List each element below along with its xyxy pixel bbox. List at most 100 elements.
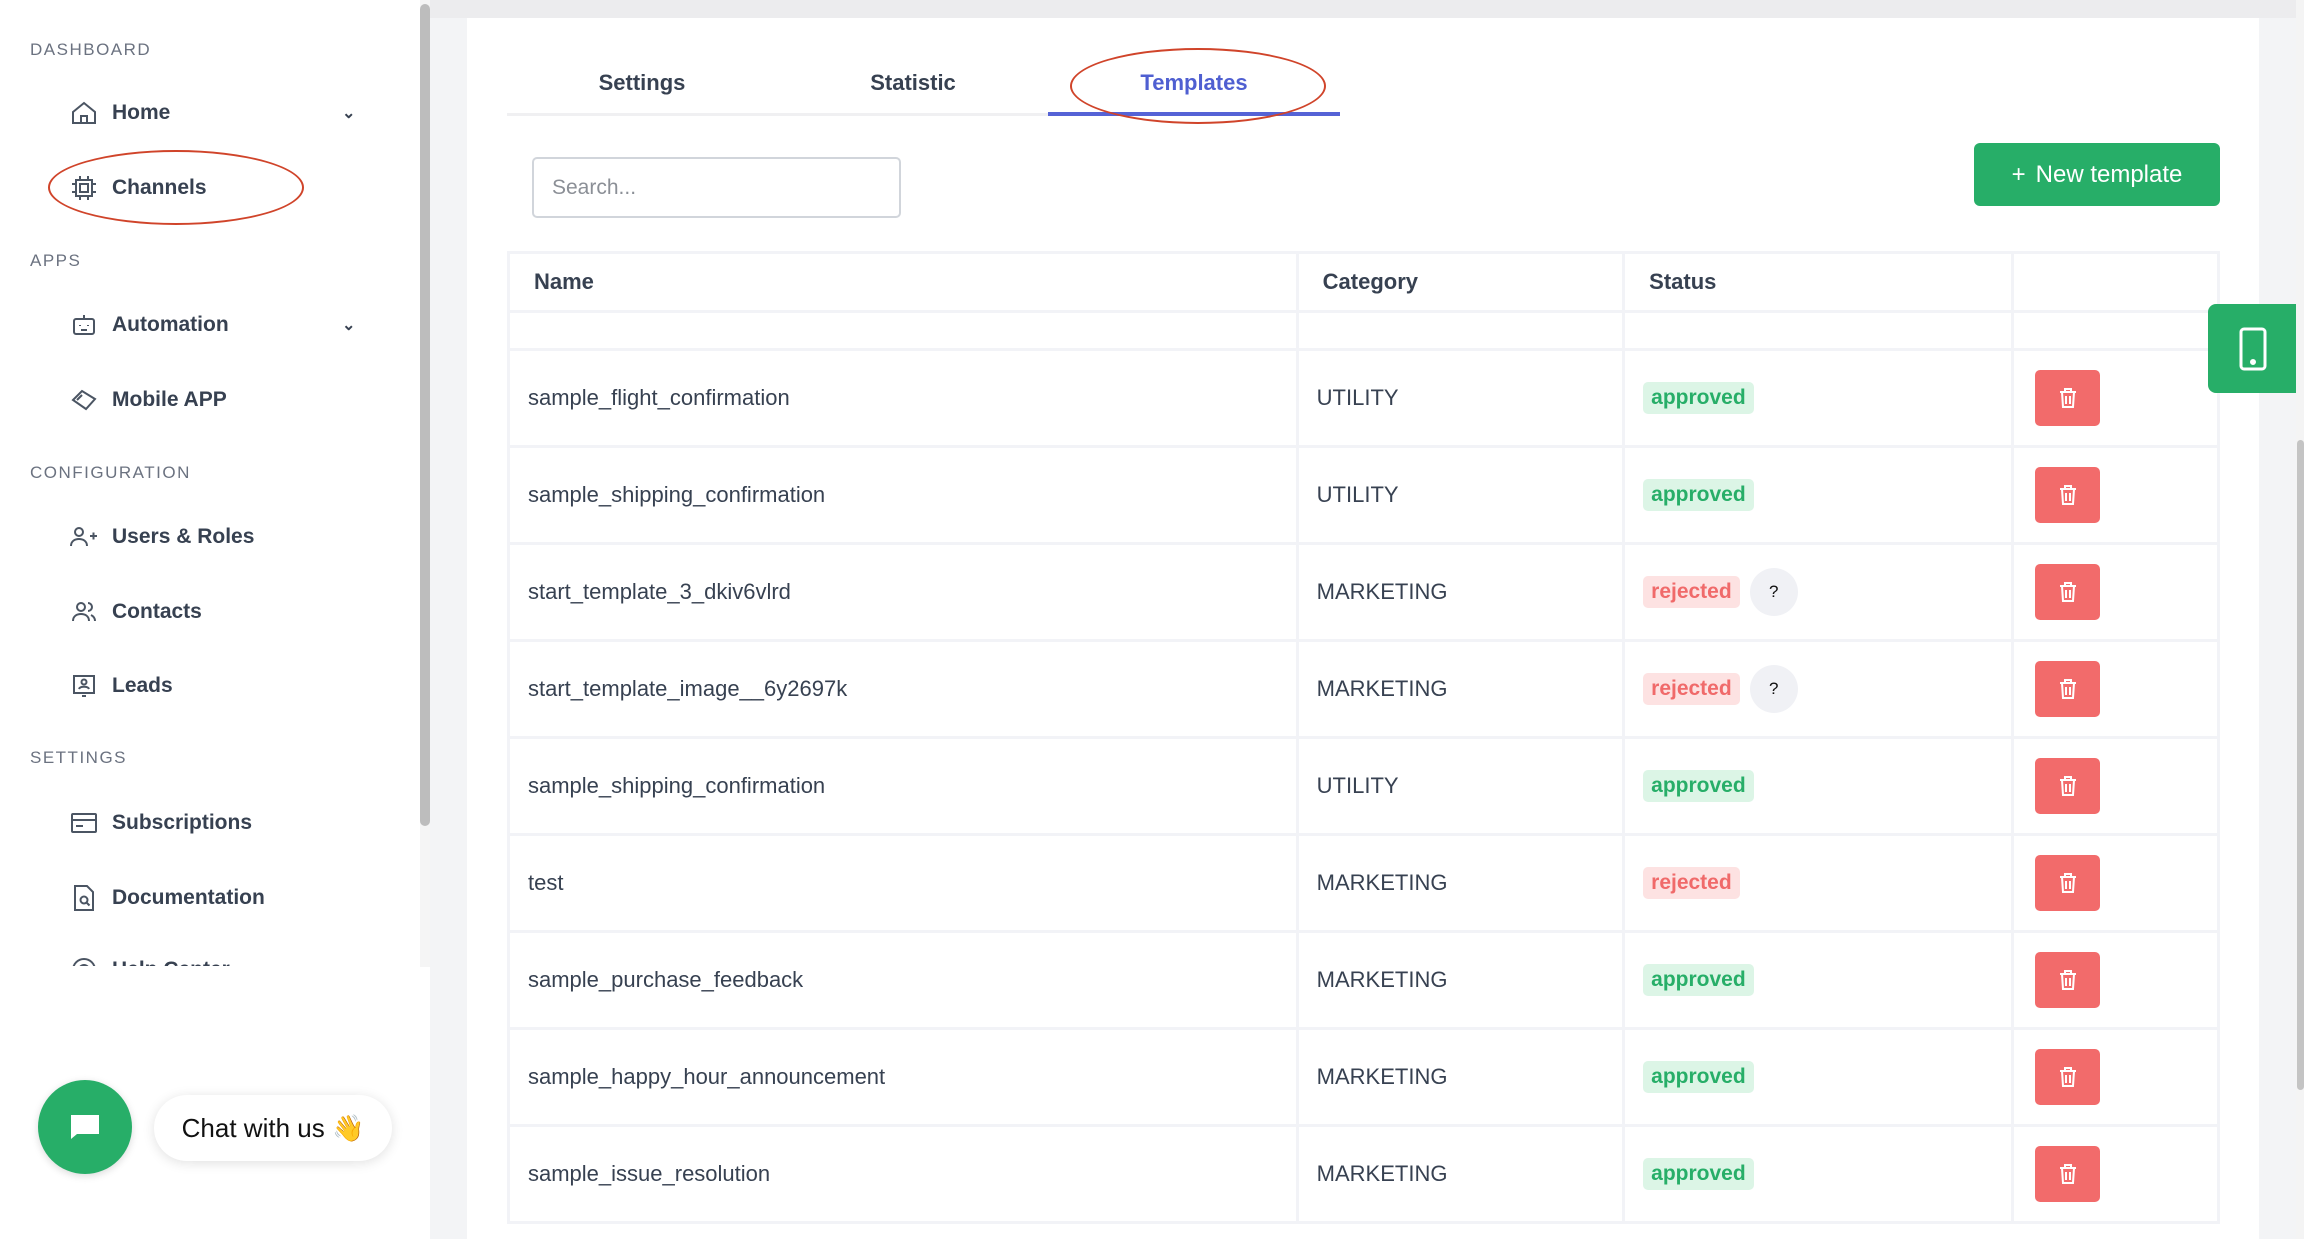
cell-actions [2011, 348, 2220, 448]
search-input[interactable] [532, 157, 901, 218]
new-template-button[interactable]: + New template [1974, 143, 2220, 206]
templates-table: Name Category Status sample_flight_confi… [507, 251, 2220, 1224]
chat-with-us-bubble[interactable]: Chat with us 👋 [154, 1095, 392, 1161]
sidebar-item-users-roles[interactable]: Users & Roles [68, 515, 368, 559]
status-badge: approved [1643, 1158, 1754, 1190]
rejection-reason-button[interactable]: ? [1749, 568, 1798, 616]
delete-button[interactable] [2035, 370, 2101, 426]
table-row: sample_issue_resolution MARKETING approv… [507, 1124, 2220, 1224]
sidebar-item-label: Mobile APP [112, 388, 227, 411]
lead-icon [68, 670, 100, 702]
status-badge: approved [1643, 770, 1754, 802]
sidebar-item-label: Users & Roles [112, 525, 255, 548]
tab-statistic[interactable]: Statistic [870, 70, 956, 95]
delete-button[interactable] [2035, 564, 2101, 620]
tabs-divider [507, 113, 1340, 116]
table-row: sample_shipping_confirmation UTILITY app… [507, 736, 2220, 836]
delete-button[interactable] [2035, 758, 2101, 814]
sidebar-item-label: Contacts [112, 600, 202, 623]
delete-button[interactable] [2035, 1146, 2101, 1202]
cell-actions [2011, 1124, 2220, 1224]
section-apps: APPS [30, 251, 82, 270]
status-badge: approved [1643, 1061, 1754, 1093]
trash-icon [2059, 970, 2076, 990]
cell-status: approved [1622, 1124, 2015, 1224]
cell-category: UTILITY [1295, 736, 1626, 836]
cell-category: MARKETING [1295, 833, 1626, 933]
sidebar-item-leads[interactable]: Leads [68, 664, 368, 708]
sidebar-item-label: Automation [112, 313, 229, 336]
sidebar-item-subscriptions[interactable]: Subscriptions [68, 801, 368, 845]
chevron-down-icon[interactable]: ⌄ [342, 317, 356, 334]
cell-name: sample_shipping_confirmation [507, 736, 1299, 836]
cell-name: sample_shipping_confirmation [507, 445, 1299, 545]
trash-icon [2059, 679, 2076, 699]
chat-button[interactable] [38, 1080, 132, 1174]
section-settings: SETTINGS [30, 748, 128, 767]
cell-status: approved [1622, 348, 2015, 448]
cell-actions [2011, 1027, 2220, 1127]
trash-icon [2059, 1164, 2076, 1184]
sidebar-nav: DASHBOARD Home ⌄ Channels APPS Automatio… [0, 0, 420, 966]
cell-category: MARKETING [1295, 930, 1626, 1030]
sidebar-item-automation[interactable]: Automation ⌄ [68, 303, 368, 347]
delete-button[interactable] [2035, 467, 2101, 523]
wave-emoji-icon: 👋 [331, 1112, 365, 1143]
chat-icon [71, 1115, 99, 1139]
sidebar-item-label: Subscriptions [112, 811, 253, 834]
table-row: test MARKETING rejected [507, 833, 2220, 933]
page-scrollbar-thumb[interactable] [2297, 440, 2304, 1090]
cell-category: MARKETING [1295, 1027, 1626, 1127]
annotation-ellipse-channels [48, 150, 304, 225]
status-badge: approved [1643, 964, 1754, 996]
cell-category: MARKETING [1295, 1124, 1626, 1224]
rejection-reason-button[interactable]: ? [1749, 665, 1798, 713]
section-dashboard: DASHBOARD [30, 40, 152, 59]
cell-name: start_template_3_dkiv6vlrd [507, 542, 1299, 642]
cell-name: sample_purchase_feedback [507, 930, 1299, 1030]
sidebar-item-documentation[interactable]: Documentation [68, 876, 368, 920]
status-badge: rejected [1643, 867, 1740, 899]
header-actions [2011, 251, 2220, 313]
delete-button[interactable] [2035, 661, 2101, 717]
delete-button[interactable] [2035, 1049, 2101, 1105]
sidebar-scrollbar-thumb[interactable] [420, 4, 430, 826]
sidebar-item-mobile-app[interactable]: Mobile APP [68, 378, 368, 422]
document-search-icon [68, 882, 100, 914]
table-row: sample_shipping_confirmation UTILITY app… [507, 445, 2220, 545]
header-status: Status [1622, 251, 2015, 313]
trash-icon [2059, 582, 2076, 602]
new-template-label: New template [2035, 160, 2183, 188]
cell-status: rejected [1622, 833, 2015, 933]
cell-name: sample_issue_resolution [507, 1124, 1299, 1224]
header-category: Category [1295, 251, 1626, 313]
chevron-down-icon[interactable]: ⌄ [342, 105, 356, 122]
trash-icon [2059, 388, 2076, 408]
users-icon [68, 596, 100, 628]
cell-status: approved [1622, 930, 2015, 1030]
cell-name: sample_happy_hour_announcement [507, 1027, 1299, 1127]
cell-actions [2011, 445, 2220, 545]
mobile-preview-button[interactable] [2208, 304, 2298, 393]
cell-category: MARKETING [1295, 542, 1626, 642]
status-badge: rejected [1643, 672, 1740, 705]
cell-category: UTILITY [1295, 348, 1626, 448]
phone-icon [2239, 327, 2267, 370]
status-badge: approved [1643, 479, 1754, 511]
sidebar-item-label: Help Center [112, 958, 230, 966]
table-row: sample_purchase_feedback MARKETING appro… [507, 930, 2220, 1030]
cell-actions [2011, 930, 2220, 1030]
sidebar-item-help-center[interactable]: Help Center [68, 948, 368, 966]
delete-button[interactable] [2035, 952, 2101, 1008]
cell-status: approved [1622, 445, 2015, 545]
table-header: Name Category Status [507, 251, 2220, 313]
cell-actions [2011, 639, 2220, 739]
delete-button[interactable] [2035, 855, 2101, 911]
annotation-ellipse-templates [1070, 48, 1326, 124]
status-badge: rejected [1643, 575, 1740, 608]
sidebar-item-contacts[interactable]: Contacts [68, 590, 368, 634]
cell-actions [2011, 833, 2220, 933]
sidebar-item-home[interactable]: Home ⌄ [68, 91, 368, 135]
tab-settings[interactable]: Settings [598, 70, 686, 95]
help-icon [68, 954, 100, 966]
